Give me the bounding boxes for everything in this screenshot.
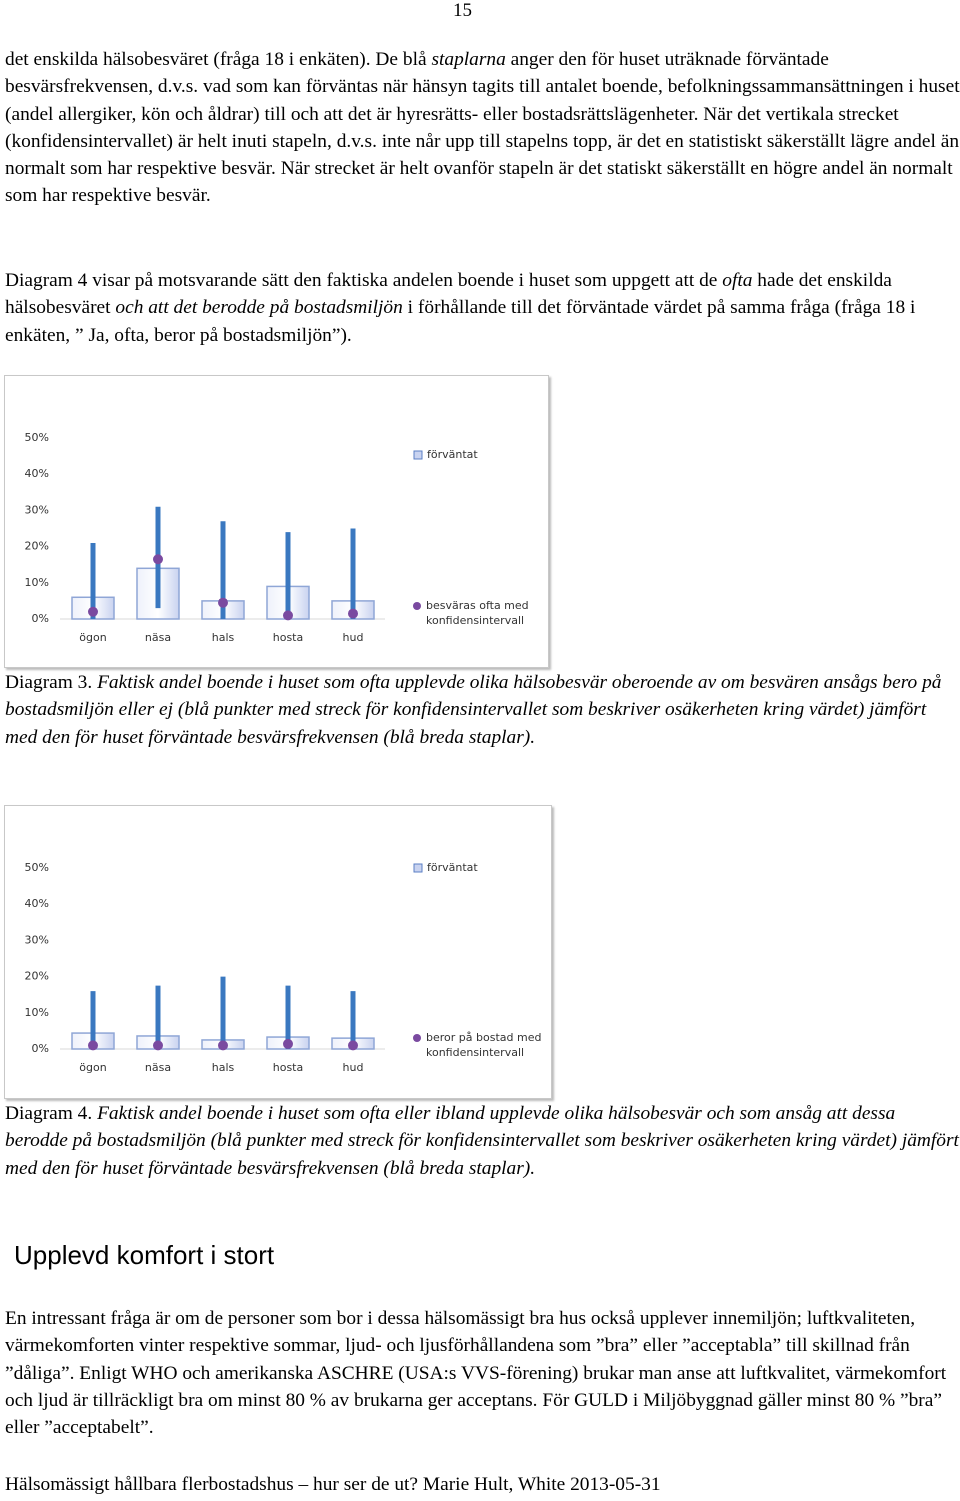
legend-label: beror på bostad med konfidensintervall — [426, 1031, 542, 1059]
x-tick-label: hosta — [273, 1061, 304, 1074]
x-tick-label: ögon — [79, 631, 106, 644]
y-tick-label: 10% — [25, 576, 49, 589]
chart: 0% 10% 20% 30% 40% 50% ögon näsa hals hosta hud för… — [25, 431, 529, 644]
x-tick-label: hosta — [273, 631, 304, 644]
y-tick-label: 10% — [25, 1006, 49, 1019]
heading: Upplevd komfort i stort — [14, 1240, 275, 1270]
y-tick-label: 0% — [32, 612, 49, 625]
legend-swatch — [413, 863, 423, 873]
paragraph: En intressant fråga är om de personer so… — [5, 1308, 947, 1439]
text-run: Diagram 4 visar på motsvarande sätt den … — [5, 270, 723, 291]
dot — [153, 1040, 163, 1051]
footer: Hälsomässigt hållbara flerbostadshus – h… — [5, 1474, 661, 1495]
dot — [348, 1040, 358, 1051]
legend-label: besväras ofta med konfidensintervall — [426, 599, 529, 627]
legend-swatch — [413, 602, 421, 610]
y-tick-label: 40% — [25, 467, 49, 480]
legend-item: förväntat — [427, 861, 478, 874]
dot — [283, 1038, 293, 1049]
caption: Diagram 3. Faktisk andel boende i huset … — [5, 669, 960, 751]
y-tick-label: 20% — [25, 970, 49, 983]
legend-item: förväntat — [427, 448, 478, 461]
x-tick-label: ögon — [79, 1061, 106, 1074]
dot — [218, 597, 228, 608]
y-tick-label: 0% — [32, 1042, 49, 1055]
paragraph: det enskilda hälsobesväret (fråga 18 i e… — [5, 46, 960, 210]
legend-label: förväntat — [427, 861, 478, 874]
legend-item: beror på bostad med konfidensintervall — [426, 1031, 542, 1059]
text-run: i förhållande till det förväntade värdet… — [5, 297, 916, 346]
text-run: anger den för huset uträknade förväntade… — [5, 49, 960, 207]
dot — [88, 606, 98, 617]
dot — [218, 1040, 228, 1051]
text-run: ofta — [722, 270, 753, 291]
paragraph: Diagram 4 visar på motsvarande sätt den … — [5, 267, 960, 349]
dot — [88, 1040, 98, 1051]
legend-swatch — [413, 1034, 421, 1042]
x-tick-label: näsa — [145, 631, 171, 644]
caption: Diagram 4. Faktisk andel boende i huset … — [5, 1100, 960, 1182]
caption-text: Faktisk andel boende i huset som ofta up… — [5, 672, 942, 748]
chart: 0% 10% 20% 30% 40% 50% ögon näsa hals hosta hud för… — [25, 861, 542, 1074]
y-tick-label: 30% — [25, 933, 49, 946]
dot — [348, 608, 358, 619]
caption-text: Faktisk andel boende i huset som ofta el… — [5, 1103, 959, 1179]
legend-swatch — [413, 450, 423, 460]
text-run: det enskilda hälsobesväret (fråga 18 i e… — [5, 49, 432, 70]
legend-item: besväras ofta med konfidensintervall — [426, 599, 529, 627]
x-tick-label: hals — [212, 1061, 235, 1074]
y-tick-label: 50% — [25, 861, 49, 874]
x-tick-label: hud — [343, 1061, 364, 1074]
x-tick-label: näsa — [145, 1061, 171, 1074]
text-run: staplarna — [431, 49, 506, 70]
x-tick-label: hals — [212, 631, 235, 644]
x-tick-label: hud — [343, 631, 364, 644]
caption-label: Diagram 3. — [5, 672, 93, 693]
dot — [283, 610, 293, 621]
y-tick-label: 40% — [25, 897, 49, 910]
caption-label: Diagram 4. — [5, 1103, 93, 1124]
page-number: 15 — [453, 0, 472, 21]
dot — [153, 554, 163, 565]
y-tick-label: 50% — [25, 431, 49, 444]
chart-frame: 0% 10% 20% 30% 40% 50% ögon näsa hals hosta hud för… — [4, 805, 552, 1099]
legend-label: förväntat — [427, 448, 478, 461]
y-tick-label: 30% — [25, 503, 49, 516]
y-tick-label: 20% — [25, 540, 49, 553]
text-run: och att det berodde på bostadsmiljön — [115, 297, 403, 319]
text-run: hade det enskilda hälsobesväret — [5, 270, 892, 319]
chart-frame: 0% 10% 20% 30% 40% 50% ögon näsa hals hosta hud för… — [4, 375, 549, 668]
